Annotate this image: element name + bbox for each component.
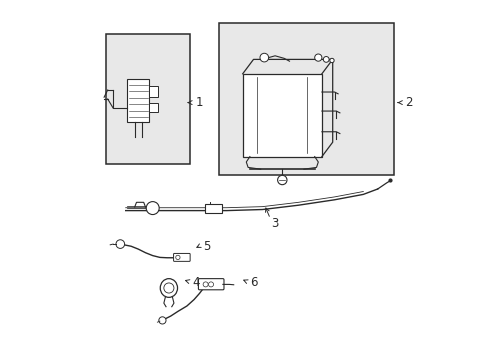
Text: 5: 5 (203, 240, 210, 253)
Circle shape (203, 282, 208, 287)
Bar (149, 86, 158, 97)
Circle shape (175, 255, 180, 260)
FancyBboxPatch shape (198, 279, 224, 290)
Circle shape (116, 240, 124, 248)
Circle shape (314, 54, 321, 61)
Circle shape (323, 57, 328, 62)
Bar (127, 79, 149, 122)
Bar (219, 23, 393, 175)
Circle shape (260, 53, 268, 62)
Bar (204, 204, 222, 213)
Circle shape (163, 283, 174, 293)
Ellipse shape (160, 279, 177, 297)
Bar (149, 103, 158, 112)
Bar (242, 74, 321, 157)
Text: 2: 2 (404, 96, 411, 109)
FancyBboxPatch shape (173, 253, 190, 261)
Circle shape (146, 202, 159, 215)
Bar (106, 34, 190, 164)
Circle shape (329, 58, 333, 63)
Text: 6: 6 (249, 276, 257, 289)
Circle shape (208, 282, 213, 287)
Text: 1: 1 (196, 96, 203, 109)
Text: 3: 3 (271, 217, 278, 230)
Circle shape (159, 317, 166, 324)
Circle shape (277, 175, 286, 185)
Text: 4: 4 (192, 276, 200, 289)
